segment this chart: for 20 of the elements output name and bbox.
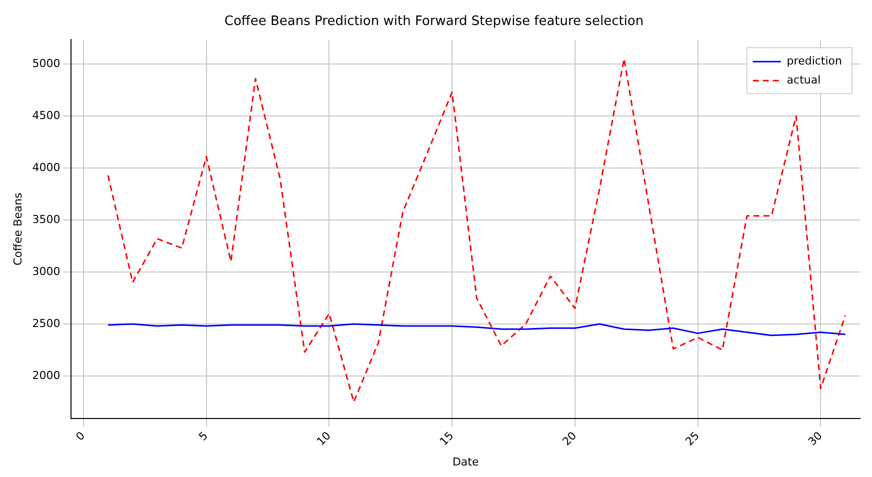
chart-title: Coffee Beans Prediction with Forward Stepwise feature selection — [224, 14, 644, 30]
y-tick-label: 4000 — [32, 160, 60, 174]
y-tick-label: 3500 — [32, 212, 60, 226]
y-tick-label: 4500 — [32, 108, 60, 122]
x-tick-label: 5 — [196, 429, 210, 444]
x-tick-label: 10 — [314, 429, 334, 448]
legend-label: actual — [786, 73, 821, 86]
legend-label: prediction — [786, 54, 842, 68]
y-tick-label: 5000 — [32, 56, 60, 70]
y-tick-label: 2000 — [32, 368, 60, 382]
x-tick-label: 20 — [560, 429, 580, 448]
x-tick-label: 25 — [682, 429, 702, 448]
y-tick-label: 2500 — [32, 316, 60, 330]
x-axis-title: Date — [452, 455, 479, 468]
x-tick-label: 15 — [437, 429, 456, 448]
line-series — [107, 58, 846, 403]
x-tick-label: 30 — [806, 429, 825, 448]
x-tick-label: 0 — [73, 429, 88, 444]
y-tick-label: 3000 — [32, 264, 60, 278]
y-axis-title: Coffee Beans — [11, 192, 24, 266]
